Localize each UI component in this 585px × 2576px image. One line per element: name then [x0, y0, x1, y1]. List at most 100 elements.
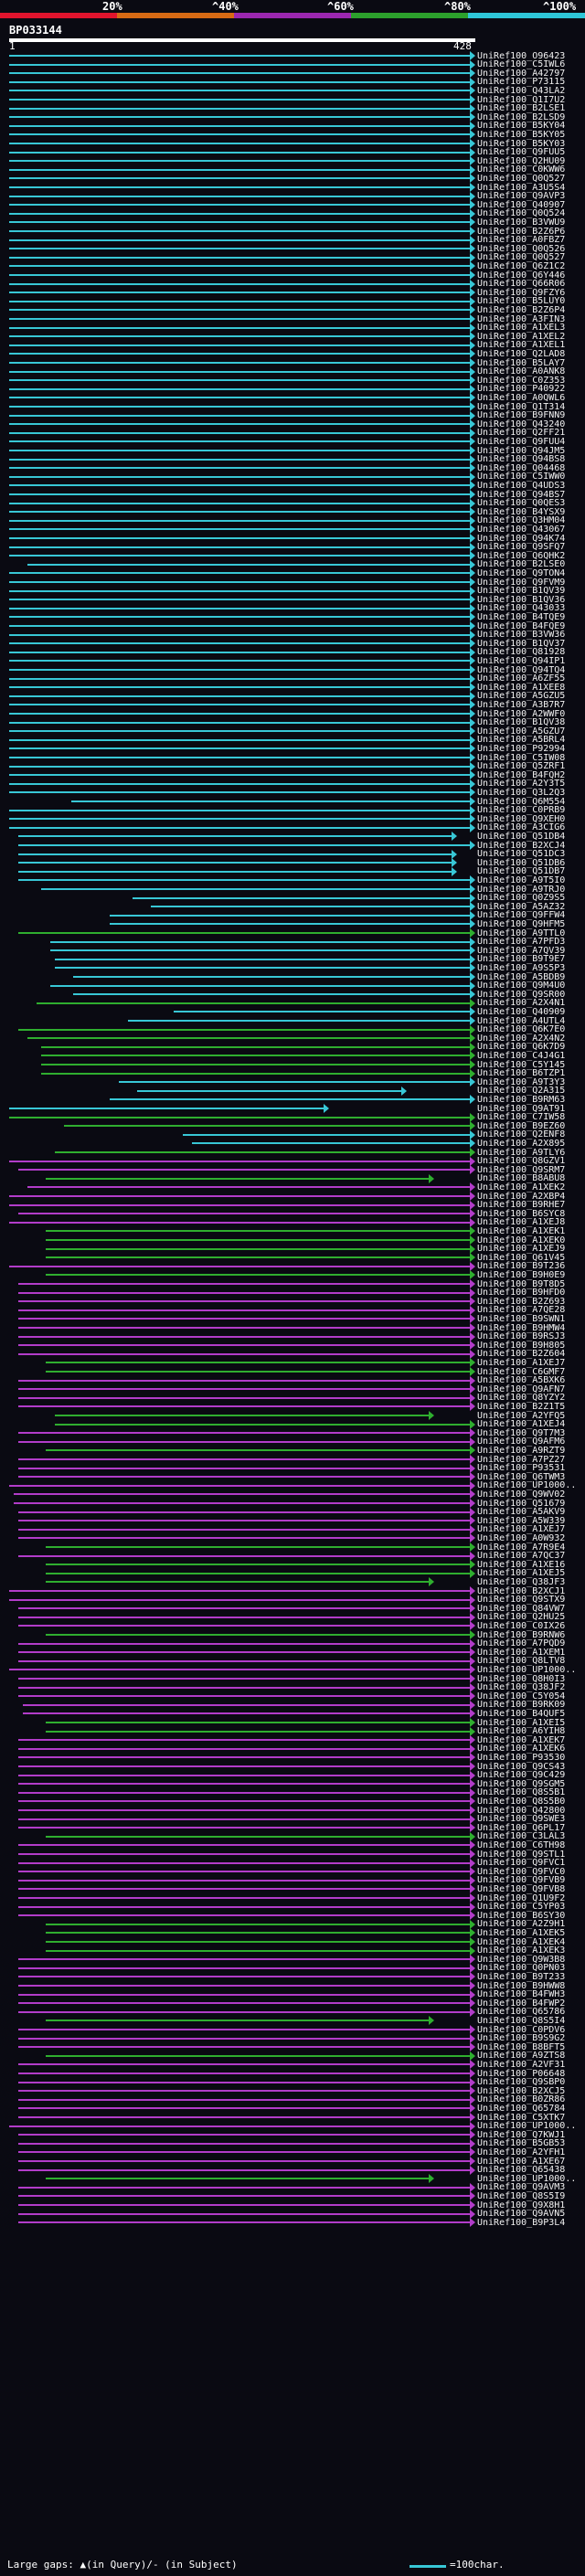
hit-bar[interactable] [9, 423, 471, 426]
hit-label[interactable]: UniRef100_Q7KWJ1 [477, 2129, 566, 2140]
hit-label[interactable]: UniRef100_A2YFH1 [477, 2147, 566, 2157]
hit-bar[interactable] [18, 1309, 471, 1311]
hit-label[interactable]: UniRef100_Q9W3B8 [477, 1954, 566, 1965]
hit-bar[interactable] [18, 1528, 471, 1531]
hit-bar[interactable] [9, 493, 471, 495]
hit-bar[interactable] [18, 1335, 471, 1338]
hit-bar[interactable] [18, 1458, 471, 1460]
hit-bar[interactable] [18, 1379, 471, 1382]
hit-bar[interactable] [23, 1703, 471, 1706]
hit-bar[interactable] [9, 694, 471, 697]
hit-bar[interactable] [9, 704, 471, 706]
hit-bar[interactable] [9, 1203, 471, 1206]
hit-bar[interactable] [9, 80, 471, 83]
hit-bar[interactable] [9, 309, 471, 312]
hit-label[interactable]: UniRef100_Q9FVC1 [477, 1858, 566, 1869]
hit-label[interactable]: UniRef100_B2Z693 [477, 1296, 566, 1307]
hit-label[interactable]: UniRef100_B5KY04 [477, 121, 566, 132]
hit-label[interactable]: UniRef100_C5Y145 [477, 1059, 566, 1070]
hit-label[interactable]: UniRef100_B4FWH3 [477, 1989, 566, 2000]
hit-bar[interactable] [9, 318, 471, 320]
hit-label[interactable]: UniRef100_P06648 [477, 2068, 566, 2079]
hit-label[interactable]: UniRef100_B9H0E9 [477, 1269, 566, 1280]
hit-bar[interactable] [9, 1116, 471, 1118]
hit-bar[interactable] [46, 1949, 471, 1952]
hit-bar[interactable] [18, 1747, 471, 1750]
hit-bar[interactable] [9, 362, 471, 364]
hit-label[interactable]: UniRef100_P92994 [477, 743, 566, 754]
hit-label[interactable]: UniRef100_C0Z353 [477, 375, 566, 386]
hit-label[interactable]: UniRef100_C3LAL3 [477, 1831, 566, 1842]
hit-bar[interactable] [18, 1827, 471, 1829]
hit-bar[interactable] [9, 721, 471, 724]
hit-bar[interactable] [9, 440, 471, 443]
hit-label[interactable]: UniRef100_Q9SWE3 [477, 1814, 566, 1825]
hit-label[interactable]: UniRef100_A1XEJ9 [477, 1244, 566, 1255]
hit-label[interactable]: UniRef100_Q9STL1 [477, 1849, 566, 1860]
hit-bar[interactable] [46, 2178, 430, 2180]
hit-label[interactable]: UniRef100_A7QV39 [477, 945, 566, 956]
hit-bar[interactable] [9, 1265, 471, 1267]
hit-bar[interactable] [41, 1072, 471, 1075]
hit-label[interactable]: UniRef100_Q9FZY6 [477, 287, 566, 298]
hit-bar[interactable] [133, 896, 471, 899]
hit-label[interactable]: UniRef100_C6TH98 [477, 1839, 566, 1850]
hit-label[interactable]: UniRef100_B9T9E7 [477, 954, 566, 965]
hit-bar[interactable] [18, 1327, 471, 1329]
hit-bar[interactable] [18, 1879, 471, 1882]
hit-bar[interactable] [18, 2204, 471, 2206]
hit-label[interactable]: UniRef100_UP1000.. [477, 1480, 577, 1491]
hit-label[interactable]: UniRef100_A4UTL4 [477, 1015, 566, 1026]
hit-bar[interactable] [9, 484, 471, 487]
hit-label[interactable]: UniRef100_B2XCJ1 [477, 1585, 566, 1596]
hit-bar[interactable] [9, 782, 471, 785]
hit-bar[interactable] [18, 1396, 471, 1399]
hit-label[interactable]: UniRef100_B6SYC8 [477, 1208, 566, 1219]
hit-bar[interactable] [18, 1554, 471, 1557]
hit-bar[interactable] [18, 2168, 471, 2171]
hit-bar[interactable] [18, 1774, 471, 1776]
hit-bar[interactable] [18, 1520, 471, 1522]
hit-bar[interactable] [18, 1642, 471, 1645]
hit-label[interactable]: UniRef100_Q65784 [477, 2103, 566, 2114]
hit-bar[interactable] [18, 1028, 471, 1031]
hit-label[interactable]: UniRef100_Q0Q524 [477, 208, 566, 219]
hit-bar[interactable] [18, 1318, 471, 1320]
hit-bar[interactable] [18, 1985, 471, 1987]
hit-label[interactable]: UniRef100_Q0PN03 [477, 1963, 566, 1974]
hit-label[interactable]: UniRef100_B9RNW6 [477, 1629, 566, 1640]
hit-bar[interactable] [9, 265, 471, 268]
hit-label[interactable]: UniRef100_A3CIG6 [477, 822, 566, 833]
hit-label[interactable]: UniRef100_A9S5P3 [477, 962, 566, 973]
hit-label[interactable]: UniRef100_A1XEI5 [477, 1717, 566, 1728]
hit-bar[interactable] [183, 1133, 471, 1136]
hit-label[interactable]: UniRef100_Q2HU25 [477, 1612, 566, 1623]
hit-label[interactable]: UniRef100_B4FWP2 [477, 1998, 566, 2009]
hit-label[interactable]: UniRef100_A0FBZ7 [477, 235, 566, 246]
hit-bar[interactable] [110, 1098, 471, 1101]
hit-bar[interactable] [18, 2142, 471, 2145]
hit-bar[interactable] [18, 1467, 471, 1469]
hit-label[interactable]: UniRef100_B8ABU8 [477, 1173, 566, 1184]
hit-bar[interactable] [46, 1362, 471, 1364]
hit-bar[interactable] [9, 616, 471, 619]
hit-bar[interactable] [9, 537, 471, 539]
hit-bar[interactable] [9, 431, 471, 434]
hit-bar[interactable] [46, 1572, 471, 1574]
hit-bar[interactable] [9, 151, 471, 154]
hit-label[interactable]: UniRef100_Q8S5B1 [477, 1787, 566, 1798]
hit-bar[interactable] [18, 2195, 471, 2198]
hit-label[interactable]: UniRef100_A5AKV9 [477, 1507, 566, 1518]
hit-bar[interactable] [18, 1966, 471, 1969]
hit-label[interactable]: UniRef100_Q9T7M3 [477, 1427, 566, 1438]
hit-label[interactable]: UniRef100_A1XEK3 [477, 1945, 566, 1956]
hit-bar[interactable] [46, 1730, 471, 1733]
hit-bar[interactable] [18, 1300, 471, 1303]
hit-label[interactable]: UniRef100_Q43240 [477, 419, 566, 429]
hit-label[interactable]: UniRef100_A0W932 [477, 1532, 566, 1543]
hit-label[interactable]: UniRef100_Q9SFQ7 [477, 542, 566, 553]
hit-label[interactable]: UniRef100_C5IW08 [477, 752, 566, 763]
hit-bar[interactable] [55, 958, 471, 960]
hit-bar[interactable] [119, 1081, 471, 1084]
hit-bar[interactable] [71, 800, 471, 802]
